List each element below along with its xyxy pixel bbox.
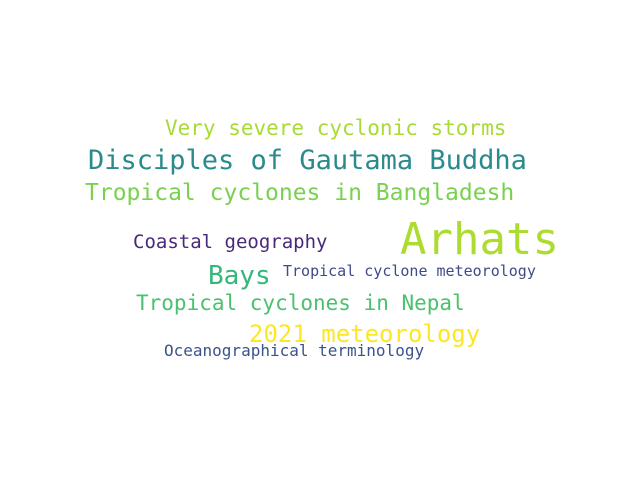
word-2021-meteorology: 2021 meteorology bbox=[249, 320, 481, 348]
word-bays: Bays bbox=[208, 261, 271, 291]
word-oceanographical-terminology: Oceanographical terminology bbox=[164, 341, 425, 360]
word-disciples-of-gautama-buddha: Disciples of Gautama Buddha bbox=[88, 145, 527, 176]
word-arhats: Arhats bbox=[400, 214, 559, 265]
word-tropical-cyclones-in-nepal: Tropical cyclones in Nepal bbox=[136, 291, 465, 315]
word-tropical-cyclone-meteorology: Tropical cyclone meteorology bbox=[283, 262, 536, 280]
word-tropical-cyclones-in-bangladesh: Tropical cyclones in Bangladesh bbox=[85, 180, 515, 206]
word-very-severe-cyclonic-storms: Very severe cyclonic storms bbox=[165, 116, 507, 140]
word-coastal-geography: Coastal geography bbox=[133, 231, 328, 253]
